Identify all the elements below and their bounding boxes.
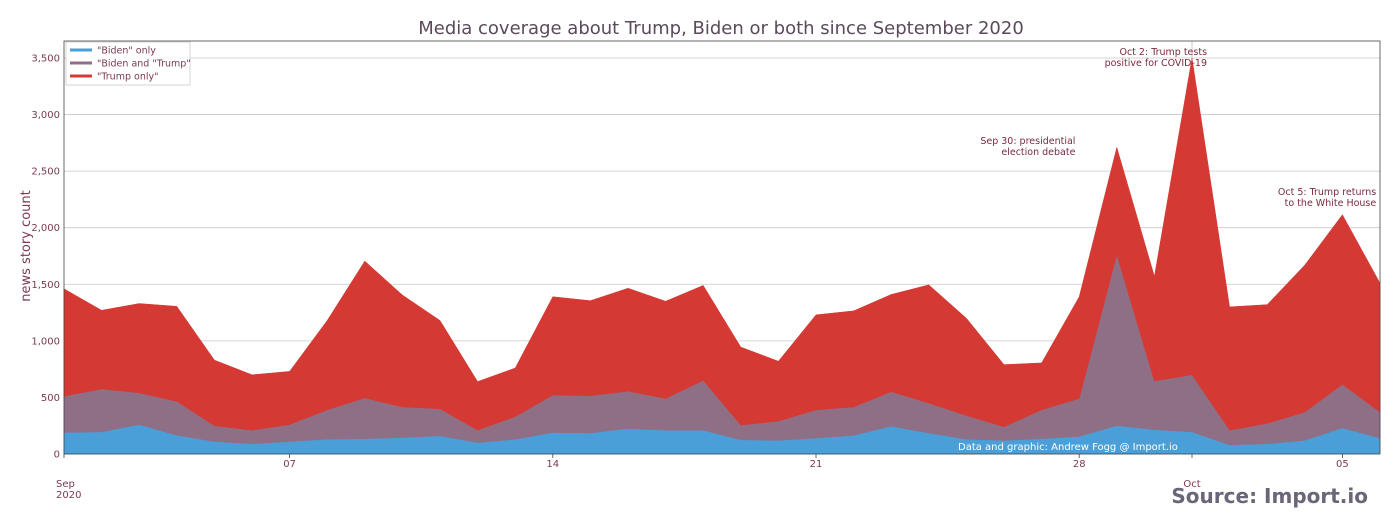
source-label: Source: Import.io	[1171, 484, 1368, 508]
x-tick-label: Oct	[1183, 479, 1200, 490]
legend-label: "Biden and "Trump"	[97, 59, 191, 70]
x-tick-label: 21	[810, 459, 823, 470]
x-tick-label: 14	[546, 459, 559, 470]
legend-label: "Trump only"	[97, 72, 158, 83]
credit-text: Data and graphic: Andrew Fogg @ Import.i…	[958, 442, 1178, 453]
annotation-text: Sep 30: presidential	[980, 136, 1075, 147]
axes	[63, 40, 1381, 455]
y-tick-label: 2,500	[31, 167, 60, 178]
y-tick-labels: 0 500 1,000 1,500 2,000 2,500 3,000 3,500	[31, 53, 60, 460]
y-tick-label: 3,000	[31, 110, 60, 121]
annotation-text: to the White House	[1285, 198, 1377, 209]
annotation-text: Oct 5: Trump returns	[1278, 187, 1376, 198]
y-tick-label: 1,500	[31, 280, 60, 291]
annotation-text: Oct 2: Trump tests	[1119, 47, 1207, 58]
plot-frame	[63, 40, 1381, 455]
y-tick-label: 2,000	[31, 223, 60, 234]
y-axis-label: news story count	[19, 190, 34, 301]
annotation-text: election debate	[1001, 147, 1075, 158]
chart-title: Media coverage about Trump, Biden or bot…	[418, 18, 1024, 39]
x-tick-sublabel: 2020	[56, 490, 81, 501]
legend: "Biden" only "Biden and "Trump" "Trump onl…	[65, 41, 191, 86]
stacked-areas	[63, 57, 1381, 455]
y-tick-label: 1,000	[31, 336, 60, 347]
x-tick-label: 28	[1073, 459, 1086, 470]
y-tick-label: 0	[54, 450, 60, 461]
x-tick-label: 07	[283, 459, 296, 470]
y-tick-label: 3,500	[31, 53, 60, 64]
area-series-3	[63, 57, 1381, 431]
annotation-text: positive for COVID-19	[1105, 58, 1207, 69]
legend-label: "Biden" only	[97, 46, 156, 57]
x-tick-label: 05	[1336, 459, 1349, 470]
x-tick-label: Sep	[56, 479, 75, 490]
y-tick-label: 500	[41, 393, 60, 404]
